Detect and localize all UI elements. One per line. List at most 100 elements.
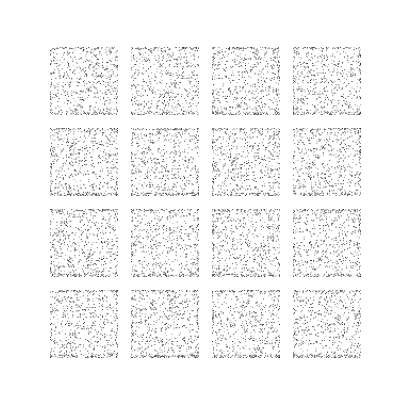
pixel-dot (325, 49, 327, 51)
pixel-dot (65, 98, 67, 100)
pixel-dot (252, 147, 254, 149)
pixel-dot (149, 147, 151, 149)
pixel-dot (94, 130, 96, 132)
pixel-dot (350, 145, 352, 147)
pixel-dot (247, 179, 249, 181)
pixel-dot (278, 183, 280, 185)
pixel-dot (248, 58, 250, 60)
pixel-dot (50, 50, 52, 52)
pixel-dot (162, 55, 164, 57)
pixel-dot (237, 103, 239, 105)
pixel-dot (140, 95, 142, 97)
pixel-dot (68, 130, 70, 132)
pixel-dot (51, 84, 53, 86)
pixel-dot (108, 155, 110, 157)
pixel-dot (151, 169, 153, 171)
pixel-dot (254, 98, 256, 100)
pixel-dot (50, 91, 52, 93)
pixel-dot (77, 111, 79, 113)
pixel-dot (351, 175, 353, 177)
pixel-dot (183, 75, 185, 77)
pixel-dot (141, 103, 143, 105)
pixel-dot (149, 110, 151, 112)
pixel-dot (293, 108, 295, 110)
pixel-dot (168, 171, 170, 173)
pixel-dot (231, 193, 233, 195)
pixel-dot (73, 169, 75, 171)
pixel-dot (212, 141, 214, 143)
pixel-dot (251, 92, 253, 94)
pixel-dot (226, 95, 228, 97)
pixel-dot (261, 69, 263, 71)
pixel-dot (92, 113, 94, 115)
pixel-dot (98, 156, 100, 158)
pixel-dot (304, 181, 306, 183)
pixel-dot (277, 108, 279, 110)
pixel-dot (192, 192, 194, 194)
pixel-dot (132, 85, 134, 87)
pixel-dot (90, 156, 92, 158)
pixel-dot (315, 167, 317, 169)
pixel-dot (253, 48, 255, 50)
pixel-dot (107, 138, 109, 140)
pixel-dot (350, 174, 352, 176)
pixel-dot (174, 129, 176, 131)
pixel-dot (303, 66, 305, 68)
pixel-dot (213, 62, 215, 64)
pixel-dot (139, 94, 141, 96)
pixel-dot (278, 129, 280, 131)
pixel-dot (215, 113, 217, 115)
pixel-dot (293, 71, 295, 73)
pixel-dot (187, 129, 189, 131)
pixel-dot (315, 194, 317, 196)
pixel-dot (244, 71, 246, 73)
pixel-dot (323, 64, 325, 66)
pixel-dot (135, 157, 137, 159)
pixel-dot (328, 145, 330, 147)
pixel-dot (142, 113, 144, 115)
pixel-dot (225, 98, 227, 100)
pixel-dot (55, 113, 57, 115)
pixel-dot (183, 129, 185, 131)
pixel-dot (355, 141, 357, 143)
pixel-dot (69, 150, 71, 152)
pixel-dot (138, 113, 140, 115)
pixel-dot (191, 162, 193, 164)
pixel-dot (178, 193, 180, 195)
pixel-dot (345, 190, 347, 192)
pixel-dot (254, 56, 256, 58)
pixel-dot (332, 94, 334, 96)
pixel-dot (322, 48, 324, 50)
pixel-dot (214, 163, 216, 165)
pixel-dot (103, 96, 105, 98)
pixel-dot (348, 192, 350, 194)
pixel-dot (323, 145, 325, 147)
pixel-dot (51, 164, 53, 166)
pixel-dot (73, 149, 75, 151)
pixel-dot (259, 176, 261, 178)
pixel-dot (354, 183, 356, 185)
pixel-dot (53, 85, 55, 87)
pixel-dot (142, 87, 144, 89)
pixel-dot (229, 113, 231, 115)
pixel-dot (230, 91, 232, 93)
pixel-dot (116, 74, 118, 76)
pixel-dot (224, 132, 226, 134)
pixel-dot (260, 101, 262, 103)
pixel-dot (248, 162, 250, 164)
pixel-dot (265, 113, 267, 115)
pixel-dot (194, 90, 196, 92)
pixel-dot (184, 167, 186, 169)
pixel-dot (187, 192, 189, 194)
pixel-dot (88, 60, 90, 62)
pixel-dot (274, 109, 276, 111)
pixel-dot (323, 176, 325, 178)
pixel-dot (320, 106, 322, 108)
pixel-dot (302, 194, 304, 196)
pixel-dot (306, 103, 308, 105)
pixel-dot (143, 193, 145, 195)
pixel-dot (244, 138, 246, 140)
pixel-dot (277, 170, 279, 172)
pixel-dot (69, 163, 71, 165)
pixel-dot (87, 131, 89, 133)
